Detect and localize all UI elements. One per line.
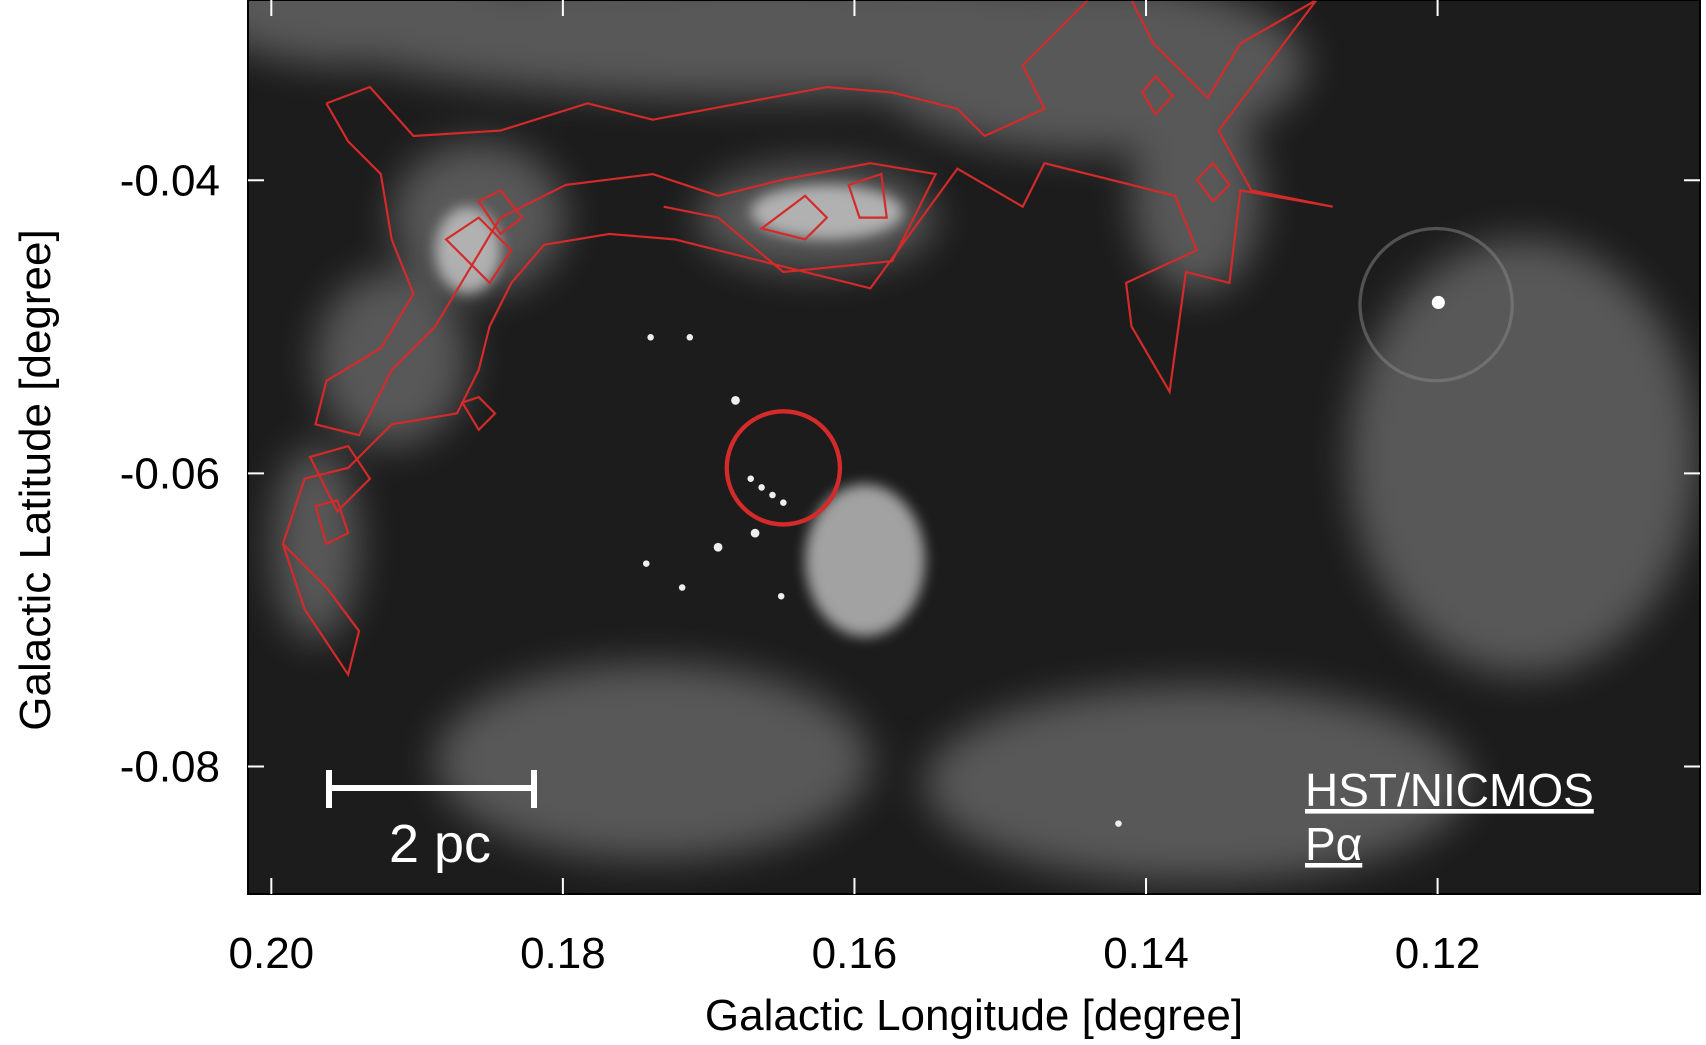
x-tick-label: 0.20: [229, 929, 315, 978]
x-tick-label: 0.18: [520, 929, 606, 978]
y-tick-label: -0.08: [120, 742, 220, 791]
band-label: Pα: [1305, 818, 1362, 870]
y-tick-label: -0.06: [120, 449, 220, 498]
y-tick-label: -0.04: [120, 156, 220, 205]
x-tick-label: 0.14: [1103, 929, 1189, 978]
x-tick-label: 0.16: [812, 929, 898, 978]
y-axis-label: Galactic Latitude [degree]: [11, 229, 60, 730]
x-axis-label: Galactic Longitude [degree]: [705, 991, 1243, 1040]
x-tick-label: 0.12: [1395, 929, 1481, 978]
instrument-label: HST/NICMOS: [1305, 764, 1594, 816]
chart: 2 pc HST/NICMOS Pα Galactic Longitude [d…: [0, 0, 1706, 1040]
scale-bar-label: 2 pc: [389, 814, 491, 874]
